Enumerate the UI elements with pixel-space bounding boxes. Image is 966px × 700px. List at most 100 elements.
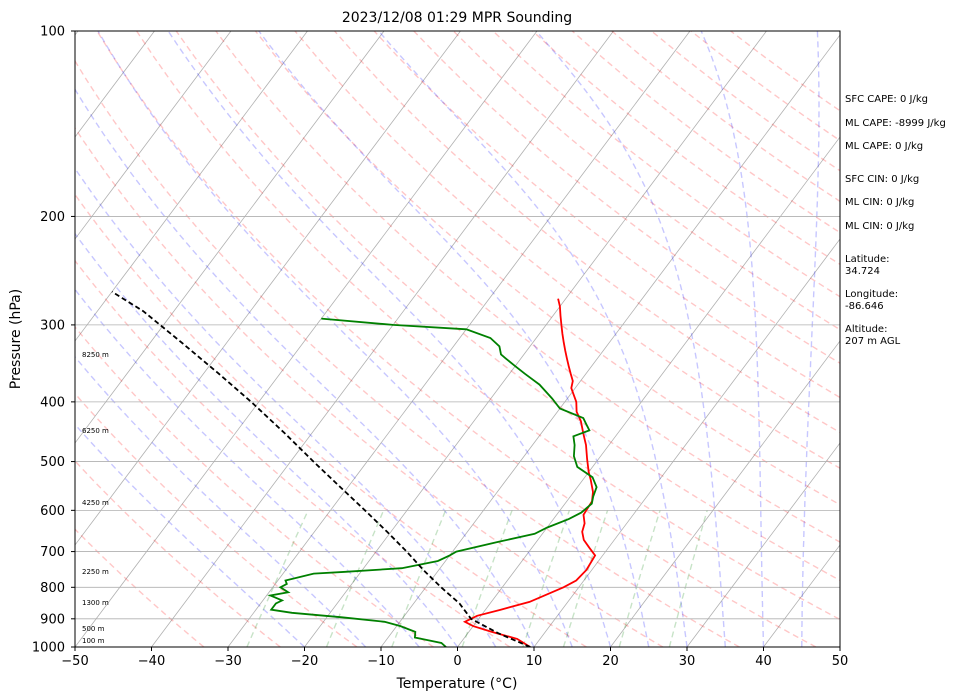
dry-adiabat-line xyxy=(413,31,840,364)
dry-adiabat-line xyxy=(75,459,281,647)
dry-adiabat-line xyxy=(175,31,840,582)
isotherm-line xyxy=(75,31,538,647)
series-lines xyxy=(111,290,598,647)
x-tick-label: 50 xyxy=(832,654,849,669)
height-label: 4250 m xyxy=(82,499,109,507)
x-tick-label: 20 xyxy=(602,654,619,669)
moist-adiabat-line xyxy=(75,232,459,647)
info-label: ML CAPE: -8999 J/kg xyxy=(845,118,946,129)
height-label: 6250 m xyxy=(82,427,109,435)
height-label: 2250 m xyxy=(82,568,109,576)
info-label: -86.646 xyxy=(845,301,884,312)
x-axis-ticks: −50 −40 −30 −20 −10 0 10 20 30 40 50 xyxy=(61,647,848,669)
info-label: 34.724 xyxy=(845,266,880,277)
isotherm-line xyxy=(686,442,840,647)
info-label: SFC CIN: 0 J/kg xyxy=(845,174,919,185)
isotherm-line xyxy=(457,136,840,647)
x-tick-label: 30 xyxy=(679,654,696,669)
dry-adiabat-line xyxy=(75,392,358,647)
y-tick-label: 700 xyxy=(40,545,65,560)
dry-adiabat-line xyxy=(373,31,840,399)
dry-adiabat-line xyxy=(75,126,664,647)
dry-adiabat-line xyxy=(96,31,817,647)
y-tick-label: 100 xyxy=(40,25,65,40)
dry-adiabat-line xyxy=(215,31,840,543)
dewpoint-line xyxy=(267,317,598,647)
mixing-ratio-line xyxy=(618,510,661,647)
dry-adiabat-line xyxy=(334,31,840,434)
x-tick-label: −40 xyxy=(138,654,165,669)
x-tick-label: 10 xyxy=(526,654,543,669)
isotherm-line xyxy=(533,238,840,647)
moist-adiabat-line xyxy=(97,31,573,647)
mixing-ratio-line xyxy=(461,510,513,647)
isotherm-line xyxy=(0,31,2,647)
mixing-ratio-line xyxy=(246,510,309,647)
isotherm-line xyxy=(75,31,232,240)
moist-adiabat-line xyxy=(75,355,367,647)
info-label: ML CIN: 0 J/kg xyxy=(845,221,914,232)
height-label: 500 m xyxy=(82,625,105,633)
dry-adiabat-line xyxy=(136,31,840,621)
mixing-ratio-line xyxy=(668,510,708,647)
gridlines xyxy=(75,31,840,647)
dry-adiabat-line xyxy=(254,31,840,506)
isotherm-line xyxy=(75,31,461,546)
mixing-ratio-line xyxy=(522,510,571,647)
y-tick-label: 900 xyxy=(40,612,65,627)
moist-adiabat-line xyxy=(535,31,726,647)
x-tick-label: −20 xyxy=(291,654,318,669)
y-tick-label: 300 xyxy=(40,318,65,333)
moist-adiabat-line xyxy=(167,31,612,647)
height-label: 8250 m xyxy=(82,351,109,359)
y-tick-label: 400 xyxy=(40,395,65,410)
isotherm-line xyxy=(380,34,840,647)
x-tick-label: −50 xyxy=(61,654,88,669)
isotherm-line xyxy=(75,31,155,138)
y-tick-label: 600 xyxy=(40,504,65,519)
x-axis-label: Temperature (°C) xyxy=(396,676,518,692)
y-axis-ticks: 1000 900 800 700 600 500 400 300 200 100 xyxy=(32,25,75,656)
info-label: 207 m AGL xyxy=(845,336,901,347)
background-lines xyxy=(0,31,840,647)
info-labels: SFC CAPE: 0 J/kg ML CAPE: -8999 J/kg ML CA… xyxy=(845,94,946,347)
height-labels: 8250 m 6250 m 4250 m 2250 m 1300 m 500 m 100 m xyxy=(82,351,109,645)
dry-adiabat-line xyxy=(75,259,511,647)
info-label: Latitude: xyxy=(845,254,890,265)
x-tick-label: 0 xyxy=(453,654,461,669)
isotherm-line xyxy=(227,31,691,647)
info-label: SFC CAPE: 0 J/kg xyxy=(845,94,928,105)
height-label: 100 m xyxy=(82,637,105,645)
moist-adiabat-line xyxy=(258,31,650,647)
dry-adiabat-line xyxy=(75,59,740,647)
y-tick-label: 500 xyxy=(40,455,65,470)
height-label: 1300 m xyxy=(82,599,109,607)
y-tick-label: 200 xyxy=(40,210,65,225)
isotherm-line xyxy=(304,31,767,647)
y-axis-label: Pressure (hPa) xyxy=(8,289,24,389)
moist-adiabat-line xyxy=(378,31,688,647)
moist-adiabat-line xyxy=(700,31,765,647)
isotherm-line xyxy=(75,31,385,444)
info-label: ML CIN: 0 J/kg xyxy=(845,197,914,208)
x-tick-label: 40 xyxy=(755,654,772,669)
moist-adiabat-line xyxy=(75,167,497,647)
dry-adiabat-line xyxy=(75,193,587,647)
info-label: Longitude: xyxy=(845,289,898,300)
moist-adiabat-line xyxy=(75,88,535,647)
isotherm-line xyxy=(151,31,614,647)
y-tick-label: 1000 xyxy=(32,641,65,656)
moist-adiabat-line xyxy=(801,31,820,647)
info-label: Altitude: xyxy=(845,324,887,335)
x-tick-label: −30 xyxy=(214,654,241,669)
x-tick-label: −10 xyxy=(367,654,394,669)
info-label: ML CAPE: 0 J/kg xyxy=(845,141,923,152)
isotherm-line xyxy=(610,340,840,647)
dry-adiabat-line xyxy=(75,325,434,647)
y-tick-label: 800 xyxy=(40,581,65,596)
moist-adiabat-line xyxy=(75,423,305,647)
dry-adiabat-line xyxy=(75,528,205,647)
parcel-line xyxy=(111,290,531,647)
isotherm-line xyxy=(75,31,308,342)
